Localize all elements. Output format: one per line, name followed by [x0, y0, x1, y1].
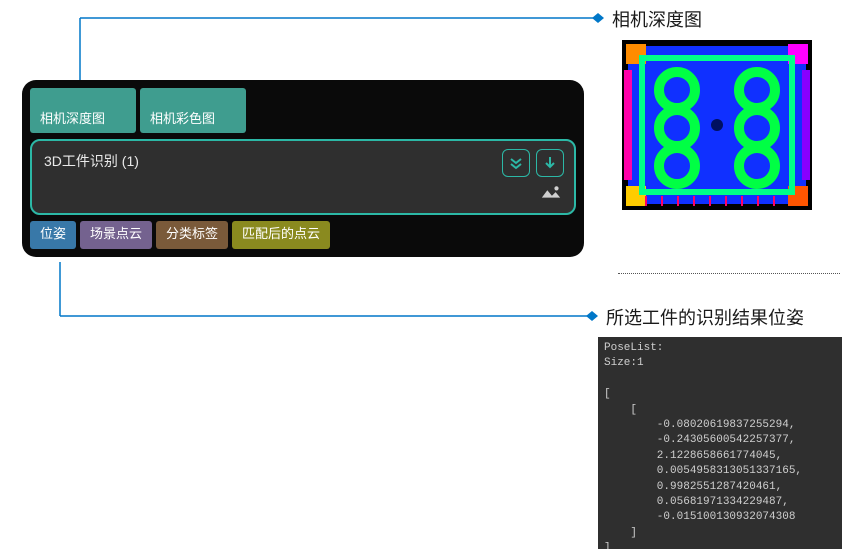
expand-icon[interactable] — [536, 149, 564, 177]
poselist-header: PoseList: — [604, 342, 663, 354]
output-tab-cloud-rgb[interactable]: 场景点云 — [80, 221, 152, 249]
poselist-body: [ [ -0.08020619837255294, -0.24305600542… — [604, 388, 802, 549]
output-tab-stringlist[interactable]: 分类标签 — [156, 221, 228, 249]
callout-depth-label: 相机深度图 — [612, 6, 702, 32]
node-title: 3D工件识别 (1) — [44, 151, 562, 171]
poselist-size: Size:1 — [604, 357, 644, 369]
output-label: 匹配后的点云 — [242, 225, 320, 243]
depth-image-preview — [622, 40, 812, 210]
callout-pose-label: 所选工件的识别结果位姿 — [606, 304, 804, 330]
input-tab-depth[interactable]: 相机深度图 — [30, 88, 136, 133]
output-label: 位姿 — [40, 225, 66, 243]
poselist-panel: PoseList: Size:1 [ [ -0.0802061983725529… — [598, 337, 842, 549]
input-type — [40, 92, 126, 110]
output-tab-cloud-normal[interactable]: 匹配后的点云 — [232, 221, 330, 249]
output-label: 场景点云 — [90, 225, 142, 243]
node-body[interactable]: 3D工件识别 (1) — [30, 139, 576, 215]
input-label: 相机深度图 — [40, 110, 126, 128]
node-panel: 相机深度图 相机彩色图 3D工件识别 (1) — [22, 80, 584, 257]
input-tab-color[interactable]: 相机彩色图 — [140, 88, 246, 133]
output-tab-poselist[interactable]: 位姿 — [30, 221, 76, 249]
collapse-all-icon[interactable] — [502, 149, 530, 177]
node-output-row: 位姿 场景点云 分类标签 匹配后的点云 — [30, 221, 576, 249]
visibility-icon[interactable] — [540, 184, 562, 207]
output-label: 分类标签 — [166, 225, 218, 243]
node-input-row: 相机深度图 相机彩色图 — [30, 88, 576, 133]
divider-dotted — [618, 273, 840, 274]
input-label: 相机彩色图 — [150, 110, 236, 128]
input-type — [150, 92, 236, 110]
